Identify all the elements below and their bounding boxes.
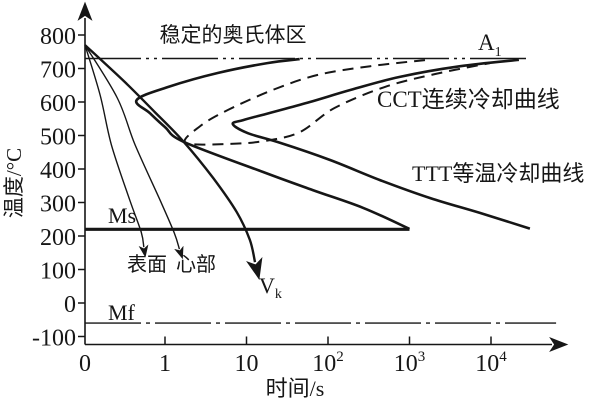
y-tick-label--100: -100	[32, 326, 76, 352]
y-tick-label-800: 800	[40, 24, 76, 50]
x-tick-label-3: 102	[312, 349, 344, 377]
cct-label: CCT连续冷却曲线	[377, 87, 560, 112]
curve-cool-core	[84, 44, 184, 260]
x-tick-label-4: 103	[394, 349, 426, 377]
a1-label-base: A	[478, 30, 495, 55]
y-tick-label-300: 300	[40, 192, 76, 218]
x-tick-label-2: 10	[235, 351, 259, 377]
x-tick-label-5: 104	[475, 349, 507, 377]
y-tick-label-200: 200	[40, 225, 76, 251]
curve-ttt-start	[134, 57, 411, 231]
x-tick-base: 1	[159, 351, 171, 377]
y-tick-label-100: 100	[40, 259, 76, 285]
vk-label-subscript: k	[275, 287, 282, 302]
ms-label: Ms	[108, 203, 136, 228]
axes-group	[77, 1, 569, 352]
x-tick-base: 0	[79, 351, 91, 377]
vk-label-base: V	[259, 273, 275, 298]
mf-label: Mf	[108, 300, 136, 325]
y-tick-label-700: 700	[40, 58, 76, 84]
curves-group	[84, 44, 557, 324]
y-tick-label-0: 0	[64, 292, 76, 318]
x-tick-base: 10	[394, 351, 418, 377]
curve-cool-vk	[84, 44, 263, 280]
a1-label-subscript: 1	[495, 45, 502, 60]
core-label: 心部	[176, 253, 216, 276]
x-tick-base: 10	[475, 351, 499, 377]
curve-cct-curve	[183, 59, 491, 146]
x-tick-base: 10	[235, 351, 259, 377]
ttt-label: TTT等温冷却曲线	[412, 161, 584, 186]
a1-label: A1	[478, 30, 502, 60]
surface-label: 表面	[127, 253, 167, 276]
y-axis-title: 温度/°C	[2, 148, 26, 218]
vk-label: Vk	[259, 273, 282, 302]
x-tick-exponent: 2	[336, 349, 344, 365]
x-tick-base: 10	[312, 351, 336, 377]
x-tick-label-1: 1	[159, 351, 171, 377]
x-tick-label-0: 0	[79, 351, 91, 377]
x-tick-exponent: 4	[499, 349, 507, 365]
curve-cool-surface	[84, 44, 149, 258]
x-tick-exponent: 3	[418, 349, 426, 365]
y-tick-label-600: 600	[40, 91, 76, 117]
curve-ttt-finish	[231, 58, 531, 230]
stable-austenite-label: 稳定的奥氏体区	[160, 23, 307, 47]
y-tick-label-400: 400	[40, 158, 76, 184]
x-axis-title: 时间/s	[266, 376, 325, 401]
y-tick-label-500: 500	[40, 125, 76, 151]
